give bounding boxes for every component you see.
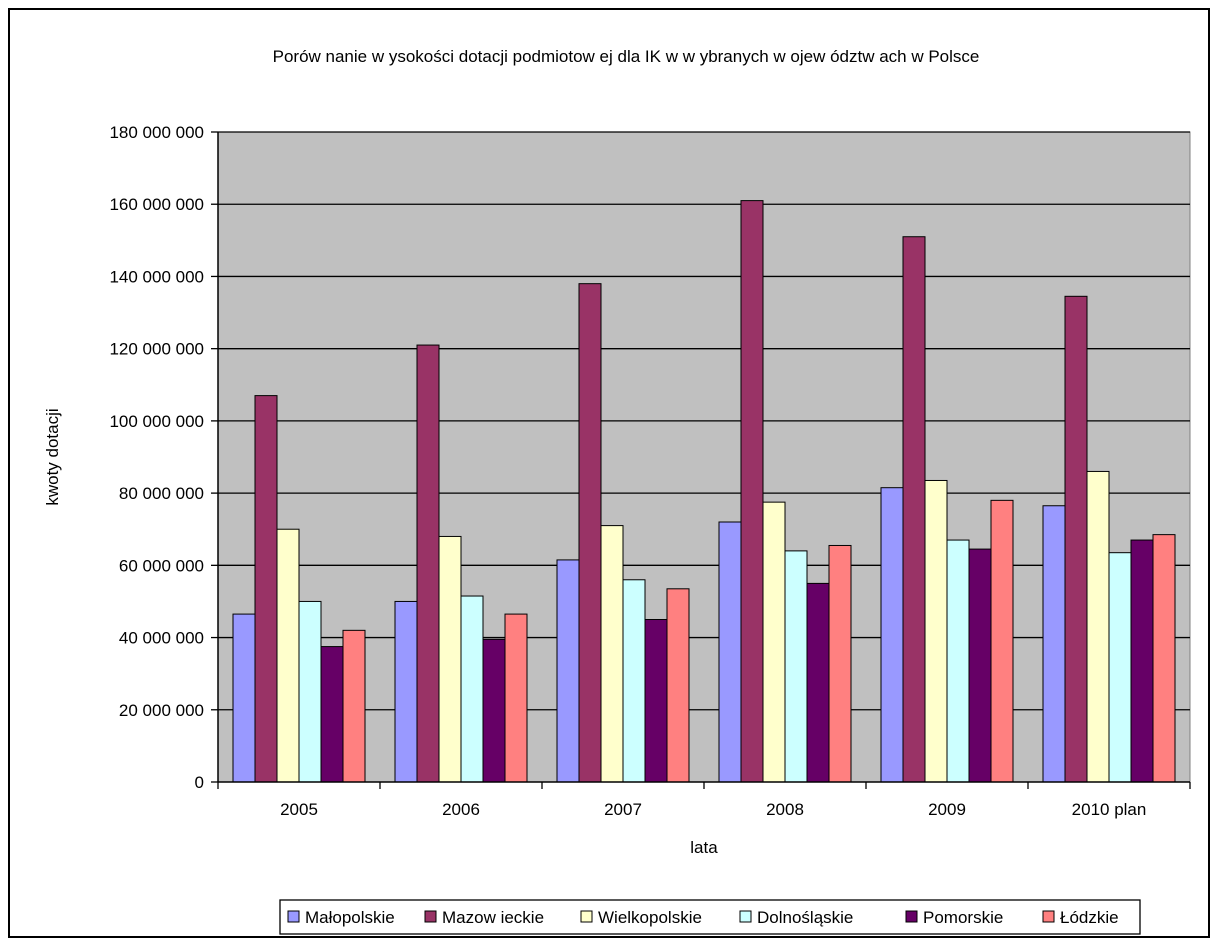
y-tick-label: 120 000 000	[109, 340, 204, 359]
bar	[276, 528, 300, 783]
y-tick-label: 100 000 000	[109, 412, 204, 431]
bar	[298, 600, 322, 783]
y-tick-label: 20 000 000	[119, 701, 204, 720]
legend-swatch	[1042, 910, 1055, 923]
bar	[578, 283, 602, 783]
bar	[622, 579, 646, 783]
bar	[784, 550, 808, 783]
legend-label: Dolnośląskie	[757, 908, 853, 927]
y-tick-label: 160 000 000	[109, 195, 204, 214]
bar	[718, 521, 742, 783]
x-tick-label: 2008	[766, 800, 804, 819]
legend-swatch	[287, 910, 300, 923]
bar	[762, 501, 786, 783]
y-tick-label: 140 000 000	[109, 267, 204, 286]
x-tick-labels: 2005 2006 2007 2008 2009 2010 plan	[280, 800, 1146, 819]
y-tick-label: 180 000 000	[109, 123, 204, 142]
legend-label: Małopolskie	[305, 908, 395, 927]
bar	[968, 548, 992, 783]
bar	[880, 487, 904, 783]
x-tick-label: 2006	[442, 800, 480, 819]
x-tick-label: 2007	[604, 800, 642, 819]
bar-chart: Porów nanie w ysokości dotacji podmiotow…	[43, 47, 1191, 935]
x-tick-label: 2005	[280, 800, 318, 819]
x-tick-label: 2010 plan	[1072, 800, 1147, 819]
chart-frame: Porów nanie w ysokości dotacji podmiotow…	[8, 8, 1210, 938]
bar	[460, 595, 484, 783]
bar	[946, 539, 970, 783]
y-axis-label: kwoty dotacji	[43, 408, 62, 505]
bar	[416, 344, 440, 783]
bar	[740, 200, 764, 783]
y-tick-label: 0	[195, 773, 204, 792]
y-tick-label: 80 000 000	[119, 484, 204, 503]
bar	[394, 600, 418, 783]
bar	[1152, 534, 1176, 783]
chart-title: Porów nanie w ysokości dotacji podmiotow…	[273, 47, 980, 66]
bar	[320, 646, 344, 783]
plot-area	[217, 131, 1191, 783]
bar	[990, 499, 1014, 783]
bar	[600, 525, 624, 783]
x-axis-label: lata	[690, 838, 718, 857]
bar	[438, 535, 462, 783]
bar	[1108, 552, 1132, 783]
bar	[482, 638, 506, 783]
bar	[1064, 295, 1088, 783]
legend-swatch	[424, 910, 437, 923]
y-tick-label: 60 000 000	[119, 556, 204, 575]
axes	[211, 131, 1191, 789]
bar	[556, 559, 580, 783]
bar	[902, 236, 926, 783]
bar	[254, 395, 278, 783]
x-tick-label: 2009	[928, 800, 966, 819]
bar	[504, 613, 528, 783]
bar	[924, 479, 948, 783]
legend-swatch	[739, 910, 752, 923]
bar	[1130, 539, 1154, 783]
bar	[1086, 470, 1110, 783]
bar	[806, 582, 830, 783]
y-tick-label: 40 000 000	[119, 629, 204, 648]
legend-label: Pomorskie	[923, 908, 1003, 927]
bar	[828, 544, 852, 783]
y-tick-labels: 0 20 000 000 40 000 000 60 000 000 80 000 00…	[109, 123, 204, 792]
bar	[232, 613, 256, 783]
legend-swatch	[580, 910, 593, 923]
legend: Małopolskie Mazow ieckie Wielkopolskie Doln…	[279, 899, 1141, 935]
legend-box	[279, 899, 1141, 935]
bar	[342, 629, 366, 783]
legend-label: Wielkopolskie	[598, 908, 702, 927]
bar	[644, 619, 668, 783]
legend-swatch	[905, 910, 918, 923]
legend-label: Łódzkie	[1060, 908, 1119, 927]
bar	[666, 588, 690, 783]
legend-label: Mazow ieckie	[442, 908, 544, 927]
bar	[1042, 505, 1066, 783]
bars	[232, 200, 1176, 783]
gridlines	[218, 131, 1190, 711]
